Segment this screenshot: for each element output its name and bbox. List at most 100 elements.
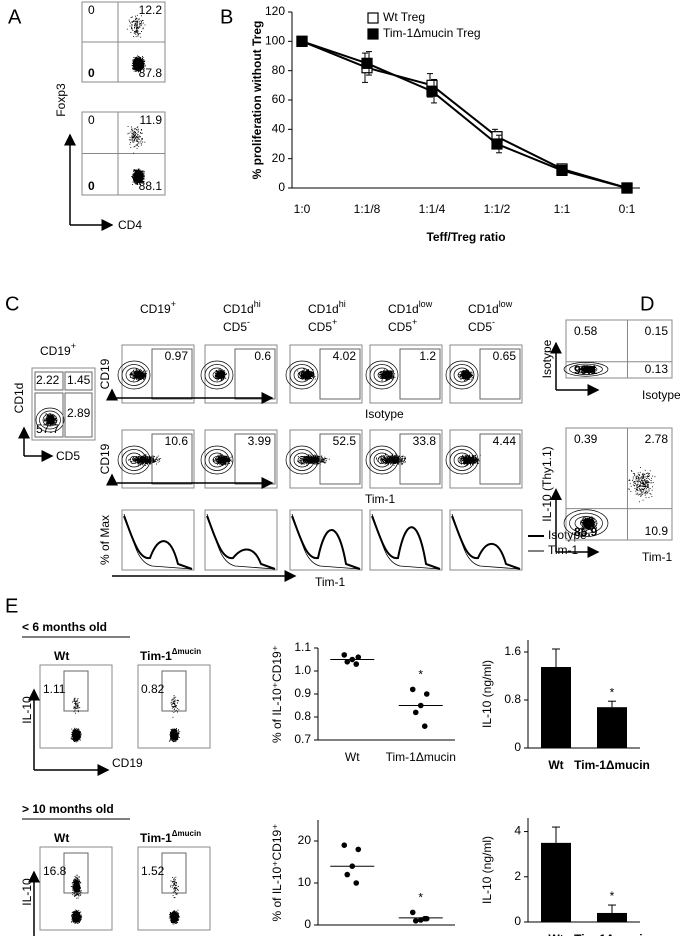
axis-label: CD19 bbox=[112, 756, 143, 770]
gate-value: 10.6 bbox=[165, 434, 189, 448]
plot-frame bbox=[137, 846, 211, 931]
contour bbox=[373, 367, 391, 383]
legend-label: Tim-1 bbox=[548, 543, 579, 557]
contour bbox=[42, 413, 58, 427]
quadrant-value: 11.9 bbox=[140, 113, 163, 127]
y-tick-label: 20 bbox=[272, 151, 286, 165]
contour bbox=[289, 364, 315, 386]
event-dots bbox=[170, 694, 180, 718]
legend-swatch bbox=[367, 12, 379, 24]
x-tick-label: Tim-1Δmucin bbox=[386, 750, 456, 764]
x-tick-label: 1:1/8 bbox=[354, 202, 381, 216]
panel-label: E bbox=[5, 595, 18, 617]
event-dots bbox=[170, 876, 179, 899]
axis-label: IL-10 (ng/ml) bbox=[480, 836, 494, 904]
y-tick-label: 80 bbox=[272, 63, 286, 77]
y-tick-label: 0.8 bbox=[504, 692, 521, 706]
column-header: CD1dlow bbox=[468, 299, 513, 316]
plot-title: CD19+ bbox=[40, 341, 76, 358]
column-header-part: CD19 bbox=[140, 302, 171, 316]
gate bbox=[399, 433, 441, 485]
axis-label: Teff/Treg ratio bbox=[426, 230, 505, 244]
event-dots bbox=[126, 14, 146, 38]
quadrant-value: 87.8 bbox=[139, 66, 163, 80]
quadrant-value: 0.13 bbox=[645, 362, 669, 376]
column-header: CD19+ bbox=[140, 299, 176, 316]
gate bbox=[399, 348, 441, 400]
contour bbox=[121, 364, 147, 386]
data-point bbox=[423, 691, 430, 697]
column-header-part: low bbox=[499, 299, 513, 309]
event-dots bbox=[127, 125, 146, 154]
contour bbox=[449, 449, 475, 471]
axis-label: IL-10 bbox=[20, 696, 34, 724]
quadrant-value: 0.15 bbox=[645, 324, 669, 338]
gate-value: 2.22 bbox=[36, 373, 60, 387]
series-line bbox=[301, 40, 628, 189]
contour bbox=[563, 361, 609, 377]
gate bbox=[64, 392, 93, 438]
contour bbox=[365, 360, 399, 390]
quadrant-value: 0 bbox=[88, 66, 95, 80]
column-header-part: - bbox=[247, 317, 250, 327]
axis-label: % of Max bbox=[98, 515, 112, 565]
y-tick-label: 100 bbox=[265, 34, 285, 48]
axis-label: % of IL-10⁺CD19⁺ bbox=[270, 645, 284, 743]
axis-label: IL-10 (ng/ml) bbox=[480, 660, 494, 728]
contour bbox=[365, 445, 399, 475]
y-tick-label: 2 bbox=[514, 869, 521, 883]
contour bbox=[289, 449, 315, 471]
plot-frame bbox=[39, 846, 113, 931]
axis-label: CD5 bbox=[56, 449, 80, 463]
event-dots bbox=[70, 874, 82, 899]
annotation: * bbox=[610, 685, 615, 699]
column-header-part: low bbox=[419, 299, 433, 309]
y-tick-label: 1.0 bbox=[294, 663, 311, 677]
event-dots bbox=[212, 453, 233, 466]
axis-label: Foxp3 bbox=[54, 83, 68, 117]
data-point bbox=[341, 842, 348, 848]
data-point bbox=[421, 915, 428, 922]
y-tick-label: 60 bbox=[272, 92, 286, 106]
gate-value: 4.44 bbox=[493, 434, 517, 448]
data-point bbox=[421, 723, 428, 729]
plot-frame bbox=[39, 664, 113, 749]
gate-value: 1.11 bbox=[43, 682, 66, 696]
plot-title-part: CD19 bbox=[40, 344, 71, 358]
gate bbox=[234, 433, 276, 485]
panel-label: B bbox=[220, 6, 233, 28]
gate bbox=[479, 433, 521, 485]
marker bbox=[556, 164, 568, 176]
group-title: > 10 months old bbox=[22, 802, 114, 816]
contour bbox=[453, 452, 471, 468]
gate-value: 0.6 bbox=[254, 349, 271, 363]
y-tick-label: 1.1 bbox=[294, 640, 311, 654]
gate-value: 3.99 bbox=[248, 434, 272, 448]
panel-label: C bbox=[5, 293, 19, 315]
contour bbox=[574, 365, 598, 374]
quadrant-value: 0.39 bbox=[574, 432, 598, 446]
contour bbox=[39, 410, 61, 430]
column-header-part: hi bbox=[254, 299, 261, 309]
data-point bbox=[409, 686, 416, 693]
contour bbox=[297, 456, 307, 464]
contour bbox=[125, 367, 143, 383]
x-tick-label: Tim-1Δmucin bbox=[574, 758, 650, 772]
group-header: Wt bbox=[54, 831, 69, 845]
histogram-tim1 bbox=[123, 515, 193, 570]
quadrant-value: 2.78 bbox=[645, 432, 669, 446]
gate bbox=[34, 371, 64, 391]
data-point bbox=[412, 918, 419, 924]
histogram-tim1 bbox=[291, 515, 361, 570]
gate bbox=[479, 348, 521, 400]
contour bbox=[208, 367, 226, 383]
contour bbox=[129, 456, 139, 464]
event-dots bbox=[169, 728, 181, 743]
y-tick-label: 40 bbox=[272, 122, 286, 136]
data-point bbox=[355, 654, 362, 660]
plot-frame bbox=[121, 509, 195, 571]
plot-frame bbox=[137, 664, 211, 749]
data-point bbox=[344, 659, 351, 665]
contour bbox=[457, 371, 467, 379]
